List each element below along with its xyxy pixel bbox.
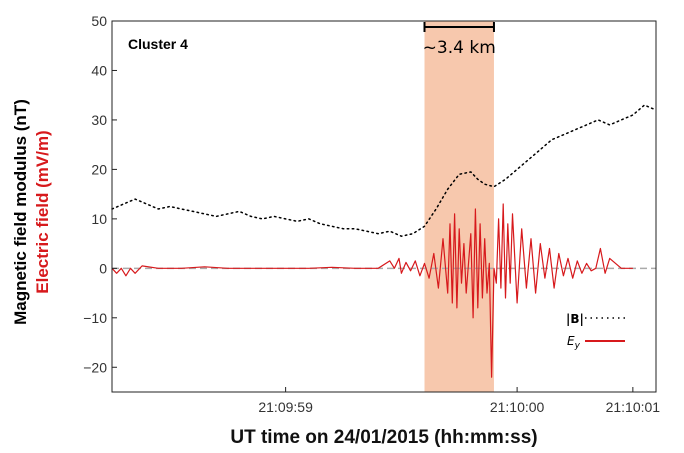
tick-layer: −20 −10 0 10 20 30 40 50 21:09:59 21:10:00 21:10:0…: [83, 13, 660, 415]
y-tick-label: −10: [83, 310, 107, 326]
y-tick-label: 50: [91, 13, 107, 29]
y-tick-label: 30: [91, 112, 107, 128]
legend-label-b: |B|: [566, 312, 584, 326]
y-axis-title-electric: Electric field (mV/m): [33, 130, 52, 293]
legend: |B| Ey: [566, 312, 625, 351]
x-axis-title: UT time on 24/01/2015 (hh:mm:ss): [230, 427, 537, 448]
plot-frame: [111, 20, 657, 393]
shaded-interval-layer: [424, 21, 494, 392]
y-axis-title-magnetic: Magnetic field modulus (nT): [11, 99, 30, 325]
y-tick-label: 20: [91, 161, 107, 177]
shaded-interval: [424, 21, 494, 392]
series-layer: [111, 104, 657, 378]
y-tick-label: 40: [91, 62, 107, 78]
legend-label-ey: Ey: [567, 334, 581, 351]
series-line-ey: [111, 203, 633, 378]
x-tick-label: 21:10:00: [490, 399, 545, 415]
y-tick-label: −20: [83, 359, 107, 375]
scale-annotation: ~3.4 km: [423, 22, 496, 58]
series-line-b: [111, 104, 657, 237]
panel-label: Cluster 4: [128, 36, 188, 52]
x-tick-label: 21:10:01: [606, 399, 661, 415]
scale-annotation-label: ~3.4 km: [423, 38, 496, 58]
y-tick-label: 0: [99, 260, 107, 276]
x-tick-label: 21:09:59: [258, 399, 313, 415]
y-tick-label: 10: [91, 211, 107, 227]
